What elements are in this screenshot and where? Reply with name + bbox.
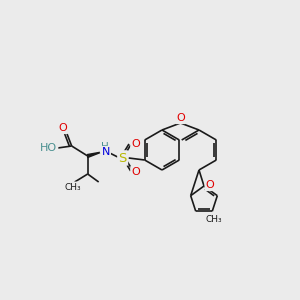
Polygon shape — [88, 152, 102, 158]
Text: O: O — [131, 167, 140, 177]
Text: HO: HO — [40, 143, 57, 153]
Text: CH₃: CH₃ — [206, 215, 223, 224]
Text: O: O — [131, 139, 140, 149]
Text: O: O — [206, 180, 214, 190]
Text: H: H — [101, 142, 109, 152]
Text: O: O — [58, 123, 67, 133]
Text: S: S — [118, 152, 127, 164]
Text: N: N — [101, 147, 110, 157]
Text: O: O — [176, 113, 185, 123]
Text: CH₃: CH₃ — [64, 182, 81, 191]
